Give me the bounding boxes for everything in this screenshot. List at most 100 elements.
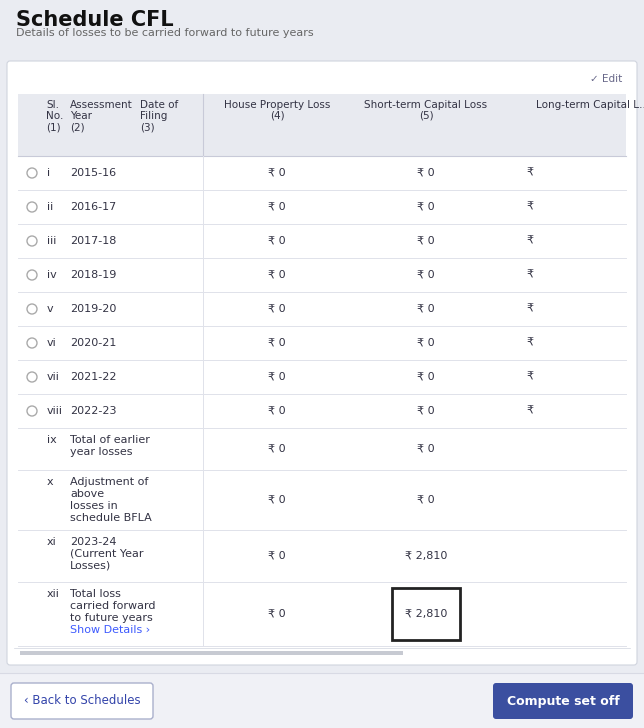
- Text: (4): (4): [270, 111, 284, 121]
- Bar: [18, 428, 626, 470]
- Text: ₹: ₹: [526, 202, 533, 212]
- Text: ✓ Edit: ✓ Edit: [590, 74, 622, 84]
- Text: ₹: ₹: [526, 168, 533, 178]
- Text: ₹ 0: ₹ 0: [268, 202, 286, 212]
- Text: losses in: losses in: [70, 501, 118, 511]
- Text: (Current Year: (Current Year: [70, 549, 144, 559]
- Bar: [18, 292, 626, 326]
- Bar: [392, 588, 460, 640]
- Text: ₹ 0: ₹ 0: [417, 495, 435, 505]
- Bar: [18, 582, 626, 646]
- Bar: [18, 94, 626, 156]
- Text: xii: xii: [47, 589, 60, 599]
- Text: ₹: ₹: [526, 270, 533, 280]
- Bar: [18, 326, 626, 360]
- Text: Adjustment of: Adjustment of: [70, 477, 148, 487]
- Text: Date of: Date of: [140, 100, 178, 110]
- Text: 2022-23: 2022-23: [70, 406, 117, 416]
- Text: Show Details ›: Show Details ›: [70, 625, 150, 635]
- Text: above: above: [70, 489, 104, 499]
- Text: ₹ 0: ₹ 0: [268, 304, 286, 314]
- Bar: [18, 360, 626, 394]
- Text: (5): (5): [419, 111, 433, 121]
- Text: ₹ 0: ₹ 0: [417, 304, 435, 314]
- Text: (1): (1): [46, 122, 61, 132]
- Bar: [18, 156, 626, 190]
- FancyBboxPatch shape: [11, 683, 153, 719]
- Text: Short-term Capital Loss: Short-term Capital Loss: [365, 100, 488, 110]
- Text: vii: vii: [47, 372, 60, 382]
- Text: ₹ 0: ₹ 0: [268, 372, 286, 382]
- Text: 2021-22: 2021-22: [70, 372, 117, 382]
- Text: ₹: ₹: [526, 372, 533, 382]
- Bar: [18, 190, 626, 224]
- FancyBboxPatch shape: [7, 61, 637, 665]
- FancyBboxPatch shape: [493, 683, 633, 719]
- Text: ₹ 0: ₹ 0: [268, 444, 286, 454]
- Text: x: x: [47, 477, 53, 487]
- Text: ₹ 0: ₹ 0: [268, 168, 286, 178]
- Text: 2015-16: 2015-16: [70, 168, 116, 178]
- Text: ₹: ₹: [526, 338, 533, 348]
- Bar: [0, 673, 644, 728]
- Bar: [18, 258, 626, 292]
- Text: No.: No.: [46, 111, 63, 121]
- Text: 2020-21: 2020-21: [70, 338, 117, 348]
- Text: schedule BFLA: schedule BFLA: [70, 513, 152, 523]
- Text: ₹: ₹: [526, 236, 533, 246]
- Bar: [18, 224, 626, 258]
- Text: xi: xi: [47, 537, 57, 547]
- Text: Filing: Filing: [140, 111, 167, 121]
- Text: ₹: ₹: [526, 304, 533, 314]
- Text: to future years: to future years: [70, 613, 153, 623]
- Bar: [18, 470, 626, 530]
- Text: ₹ 0: ₹ 0: [268, 609, 286, 619]
- Text: 2016-17: 2016-17: [70, 202, 117, 212]
- Text: ₹ 0: ₹ 0: [268, 236, 286, 246]
- Text: ₹ 0: ₹ 0: [268, 338, 286, 348]
- Text: ₹ 0: ₹ 0: [268, 270, 286, 280]
- Text: ii: ii: [47, 202, 53, 212]
- Text: 2023-24: 2023-24: [70, 537, 117, 547]
- Text: iii: iii: [47, 236, 57, 246]
- Text: ₹ 0: ₹ 0: [268, 495, 286, 505]
- Text: Long-term Capital L…: Long-term Capital L…: [536, 100, 644, 110]
- Text: iv: iv: [47, 270, 57, 280]
- Text: ₹ 0: ₹ 0: [417, 406, 435, 416]
- Text: ₹ 0: ₹ 0: [268, 551, 286, 561]
- Text: Total of earlier: Total of earlier: [70, 435, 150, 445]
- Text: vi: vi: [47, 338, 57, 348]
- Text: Details of losses to be carried forward to future years: Details of losses to be carried forward …: [16, 28, 314, 38]
- Text: year losses: year losses: [70, 447, 133, 457]
- Text: v: v: [47, 304, 53, 314]
- Text: 2019-20: 2019-20: [70, 304, 117, 314]
- Text: ₹ 0: ₹ 0: [268, 406, 286, 416]
- Text: House Property Loss: House Property Loss: [224, 100, 330, 110]
- Text: ₹ 0: ₹ 0: [417, 372, 435, 382]
- Text: ₹ 0: ₹ 0: [417, 338, 435, 348]
- Text: ₹ 0: ₹ 0: [417, 236, 435, 246]
- Text: carried forward: carried forward: [70, 601, 155, 611]
- Text: ₹ 0: ₹ 0: [417, 444, 435, 454]
- Text: ₹: ₹: [526, 406, 533, 416]
- Bar: [18, 530, 626, 582]
- Text: ₹ 2,810: ₹ 2,810: [405, 609, 447, 619]
- Text: viii: viii: [47, 406, 63, 416]
- Text: Year: Year: [70, 111, 92, 121]
- Text: (3): (3): [140, 122, 155, 132]
- Text: 2017-18: 2017-18: [70, 236, 117, 246]
- Text: ‹ Back to Schedules: ‹ Back to Schedules: [24, 695, 140, 708]
- Text: ₹ 0: ₹ 0: [417, 202, 435, 212]
- Text: Sl.: Sl.: [46, 100, 59, 110]
- Text: Assessment: Assessment: [70, 100, 133, 110]
- Text: Schedule CFL: Schedule CFL: [16, 10, 174, 30]
- Text: ix: ix: [47, 435, 57, 445]
- Text: Losses): Losses): [70, 561, 111, 571]
- Bar: [20, 651, 403, 655]
- Text: ₹ 0: ₹ 0: [417, 270, 435, 280]
- Text: (2): (2): [70, 122, 84, 132]
- Text: Total loss: Total loss: [70, 589, 121, 599]
- Text: ₹ 2,810: ₹ 2,810: [405, 551, 447, 561]
- Bar: [18, 394, 626, 428]
- Text: Compute set off: Compute set off: [507, 695, 620, 708]
